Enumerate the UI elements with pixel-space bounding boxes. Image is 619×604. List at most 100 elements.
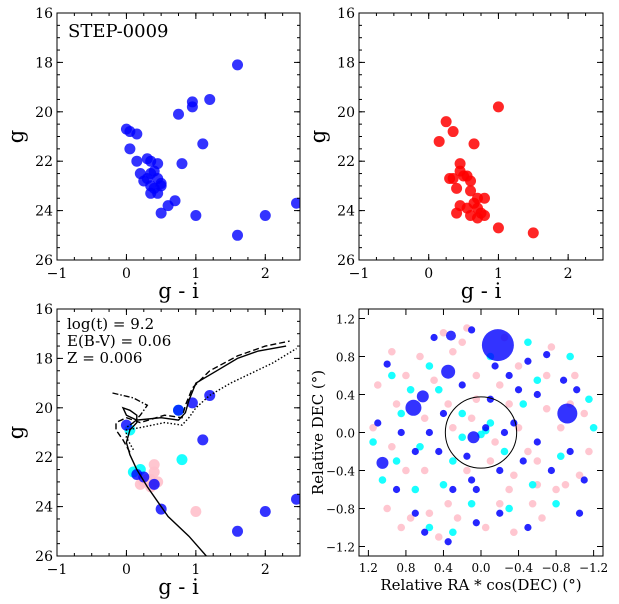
members-point (131, 128, 143, 140)
y-tick-label: 18 (35, 351, 53, 367)
cyan-point (425, 362, 434, 370)
pink-point (571, 371, 579, 380)
isochrone-solid (121, 345, 287, 556)
pink-point (439, 328, 448, 337)
pink-point (388, 347, 396, 356)
cyan-point (528, 480, 537, 489)
blue-point (392, 485, 401, 494)
plot-area (120, 59, 300, 241)
field-point (447, 172, 459, 184)
pink-point (416, 352, 424, 361)
x-tick-label: 0.0 (471, 561, 490, 575)
pink-point (556, 423, 565, 432)
cyan-point (392, 457, 401, 465)
y-tick-label: 0.4 (336, 389, 355, 403)
members-point (204, 93, 216, 105)
x-tick-label: 0 (122, 562, 131, 578)
x-tick-label: −0.8 (542, 561, 571, 575)
isochrone-param-label: Z = 0.006 (67, 349, 142, 367)
blue-point (524, 523, 532, 532)
y-tick-label: 20 (35, 401, 53, 417)
blue-point (500, 428, 509, 437)
members-point (186, 96, 198, 108)
isochrone-dotted (125, 347, 297, 451)
blue-point (566, 447, 574, 456)
cyan-point (486, 419, 495, 427)
pink-point (434, 533, 443, 541)
y-tick-label: 0.0 (336, 427, 355, 441)
x-tick-label: 1 (191, 266, 200, 282)
blue-point (468, 476, 476, 484)
cyan-point (434, 385, 443, 394)
field-point (492, 101, 504, 113)
pink-point (383, 504, 391, 513)
pink-point (392, 400, 401, 408)
pink-point (533, 457, 542, 465)
panel-top-right: −1 0 1 2 16 18 20 22 24 26 g - i g (306, 6, 604, 303)
y-tick-label: −0.4 (326, 465, 356, 479)
big-blue-point (557, 403, 578, 424)
blue-point (573, 386, 581, 394)
members-point (291, 197, 300, 209)
isochrone-param-label: E(B-V) = 0.06 (67, 332, 171, 350)
blue-point (463, 452, 471, 460)
members-point (169, 195, 181, 207)
cyan-point (378, 476, 387, 484)
panel-top-left: −1 0 1 2 16 18 20 22 24 26 g - i g STEP-0009 (4, 6, 301, 303)
blue-point (458, 381, 466, 389)
members-point (148, 478, 160, 490)
field-point (433, 135, 445, 147)
cyan-point (411, 485, 420, 494)
pink-point (449, 423, 457, 432)
big-blue-point (376, 456, 389, 469)
pink-point (528, 499, 537, 508)
members-point (120, 419, 132, 431)
cyan-point (176, 454, 188, 466)
y-tick-label: 24 (337, 204, 355, 220)
members-point (232, 59, 244, 71)
blue-point (496, 466, 504, 475)
field-point (527, 227, 539, 239)
x-tick-label: 1.2 (359, 561, 378, 575)
y-axis-label: Relative DEC (°) (309, 370, 327, 495)
x-tick-label: −1 (349, 266, 370, 282)
x-tick-label: 0.4 (434, 561, 453, 575)
y-tick-label: 1.2 (336, 313, 355, 327)
x-axis-label: g - i (158, 575, 199, 599)
pink-point (430, 376, 438, 385)
pink-point (510, 528, 518, 537)
y-tick-label: 20 (337, 105, 355, 121)
cyan-point (566, 352, 574, 361)
blue-point (559, 376, 568, 384)
y-tick-label: −0.8 (326, 503, 355, 517)
x-tick-label: 0 (424, 266, 433, 282)
blue-point (435, 447, 443, 456)
field-point (465, 185, 477, 197)
pink-point (580, 409, 589, 418)
field-point (447, 126, 459, 138)
field-point (492, 222, 504, 234)
pink-point (420, 466, 429, 475)
blue-point (533, 438, 541, 446)
blue-point (491, 362, 499, 370)
members-point (124, 143, 136, 155)
pink-point (585, 447, 593, 456)
pink-point (472, 371, 481, 380)
pink-point (444, 400, 452, 408)
blue-point (575, 509, 584, 517)
field-point (451, 207, 463, 219)
cyan-point (458, 409, 467, 418)
big-blue-point (416, 390, 429, 403)
panel-bottom-left: −1 0 1 2 16 18 20 22 24 26 g - i g log(t) = 9.2E(B-V… (4, 302, 301, 599)
field-point (451, 182, 463, 194)
x-tick-label: 1 (494, 266, 503, 282)
members-point (291, 493, 300, 505)
cyan-point (556, 452, 565, 461)
pink-point (463, 466, 471, 475)
field-point (475, 207, 487, 219)
cyan-point (524, 338, 532, 347)
big-blue-point (445, 330, 456, 341)
big-blue-point (405, 399, 422, 416)
axes-frame (56, 308, 301, 557)
